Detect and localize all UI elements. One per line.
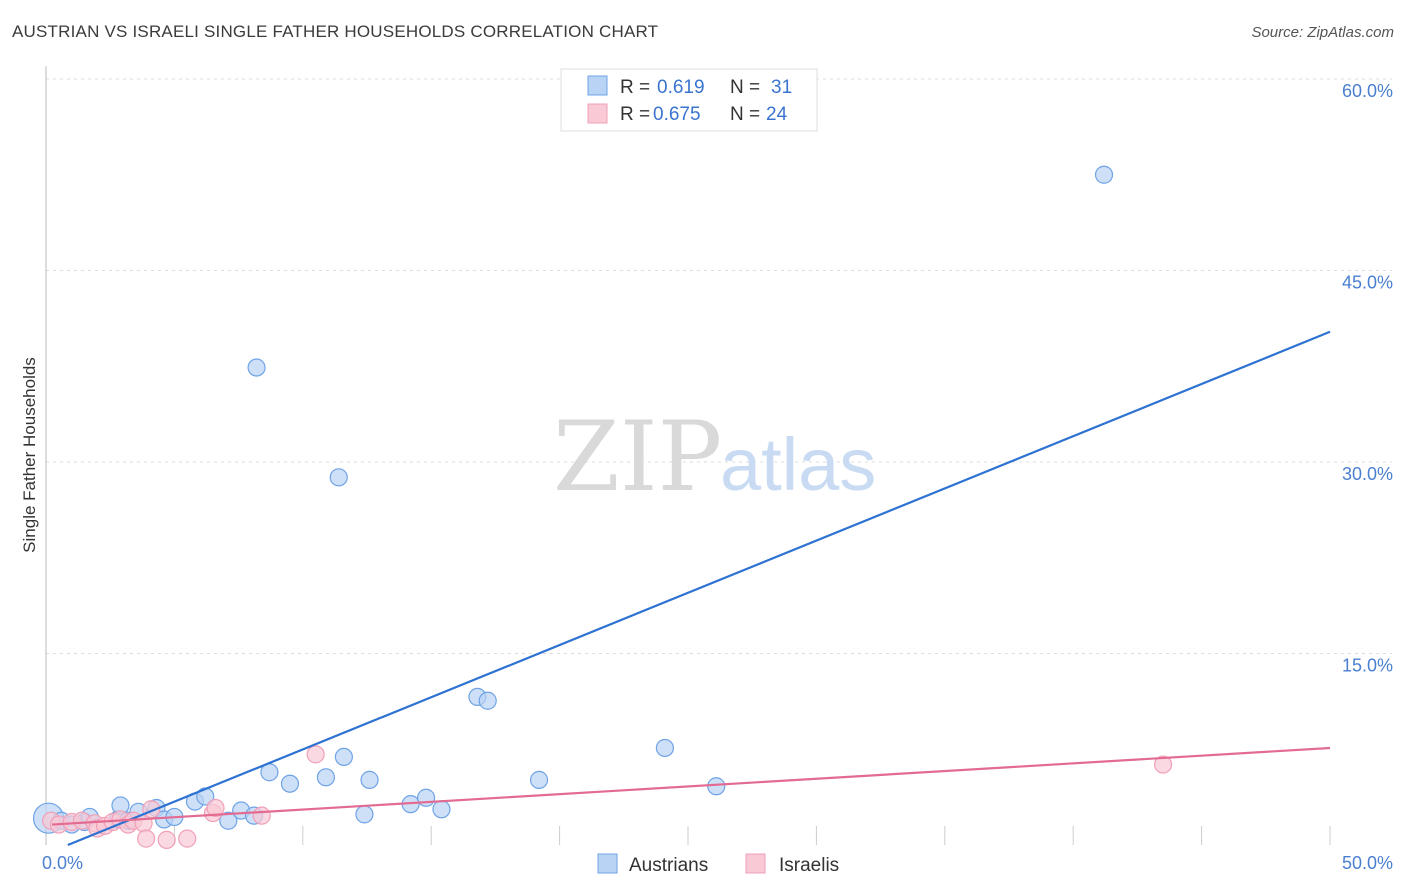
legend-n-label-2: N = bbox=[730, 104, 760, 125]
legend-r-label-1: R = bbox=[620, 77, 650, 98]
bottom-legend-israelis: Israelis bbox=[779, 855, 839, 876]
point-austrians-29 bbox=[478, 691, 497, 710]
point-austrians-20 bbox=[316, 768, 336, 787]
watermark-atlas: atlas bbox=[720, 423, 876, 506]
point-israelis-19 bbox=[306, 745, 325, 764]
y-tick-label-1: 30.0% bbox=[1342, 464, 1393, 484]
y-tick-label-2: 45.0% bbox=[1342, 273, 1393, 293]
point-israelis-18 bbox=[252, 806, 271, 825]
y-axis-label: Single Father Households bbox=[20, 357, 39, 553]
data-points bbox=[32, 165, 1173, 849]
y-tick-labels: 15.0% 30.0% 45.0% 60.0% bbox=[1342, 81, 1393, 676]
point-israelis-17 bbox=[206, 798, 225, 818]
bottom-legend-swatch-israelis bbox=[745, 853, 766, 874]
point-israelis-20 bbox=[1153, 755, 1173, 774]
point-austrians-23 bbox=[360, 770, 379, 789]
point-austrians-18 bbox=[280, 774, 300, 793]
bottom-legend-austrians: Austrians bbox=[629, 855, 708, 876]
y-tick-label-0: 15.0% bbox=[1342, 656, 1393, 676]
legend-n-value-2: 24 bbox=[766, 104, 788, 125]
point-austrians-14 bbox=[219, 811, 238, 830]
trend-line-austrians bbox=[67, 330, 1331, 847]
point-austrians-26 bbox=[416, 788, 436, 807]
legend-n-label-1: N = bbox=[730, 77, 760, 98]
x-tick-label-1: 50.0% bbox=[1342, 853, 1393, 873]
point-austrians-24 bbox=[329, 468, 348, 487]
point-austrians-31 bbox=[655, 738, 674, 758]
legend-box: R = 0.619 N = 31 R = 0.675 N = 24 bbox=[560, 68, 818, 132]
point-austrians-32 bbox=[707, 777, 726, 796]
watermark-zip: ZIP bbox=[553, 401, 722, 513]
y-tick-label-3: 60.0% bbox=[1342, 81, 1393, 101]
point-israelis-15 bbox=[178, 829, 197, 848]
legend-r-value-1: 0.619 bbox=[657, 77, 705, 98]
bottom-legend-swatch-austrians bbox=[597, 853, 618, 874]
legend-swatch-israelis bbox=[587, 103, 608, 124]
trend-lines bbox=[51, 330, 1331, 847]
point-austrians-22 bbox=[355, 805, 374, 824]
source-label: Source: ZipAtlas.com bbox=[1251, 24, 1394, 41]
x-tick-label-0: 0.0% bbox=[42, 853, 83, 873]
legend-r-value-2: 0.675 bbox=[653, 104, 701, 125]
legend-r-label-2: R = bbox=[620, 104, 650, 125]
point-austrians-21 bbox=[334, 747, 353, 767]
legend-swatch-austrians bbox=[587, 75, 608, 96]
point-austrians-30 bbox=[529, 770, 549, 789]
point-israelis-13 bbox=[137, 829, 156, 848]
point-austrians-27 bbox=[432, 800, 451, 819]
point-israelis-14 bbox=[157, 830, 176, 849]
x-tick-labels: 0.0% 50.0% bbox=[42, 853, 1393, 873]
point-austrians-33 bbox=[1094, 165, 1114, 184]
bottom-legend: Austrians Israelis bbox=[597, 853, 839, 876]
legend-n-value-1: 31 bbox=[771, 77, 792, 98]
trend-line-israelis bbox=[51, 746, 1331, 826]
gridlines bbox=[46, 78, 1392, 654]
point-austrians-19 bbox=[247, 358, 266, 377]
x-tick-marks bbox=[45, 826, 1331, 845]
chart-title: AUSTRIAN VS ISRAELI SINGLE FATHER HOUSEH… bbox=[12, 22, 659, 41]
